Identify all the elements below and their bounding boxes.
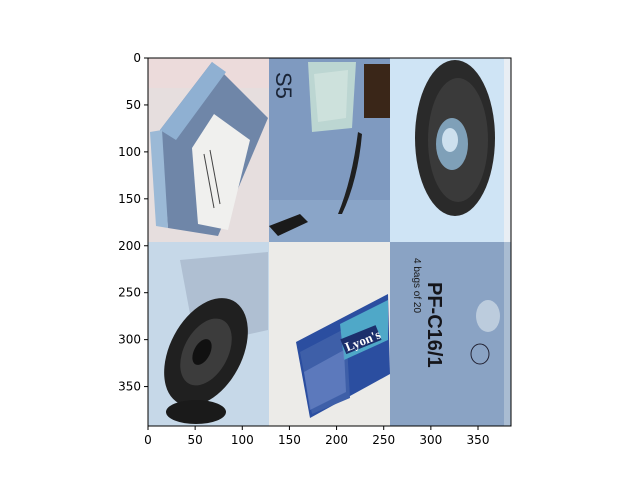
tile-text-bag-count: 4 bags of 20 [411,258,422,313]
y-tick-label: 50 [126,98,141,112]
y-tick-label: 100 [118,145,141,159]
y-axis: 0 50 100 150 200 250 300 350 [118,51,148,394]
x-tick-label: 150 [278,433,301,447]
y-tick-label: 300 [118,333,141,347]
axes-frame [147,57,512,427]
tile-lyons-packet: Lyon's [269,242,390,426]
tile-text-s5: S5 [271,72,296,99]
y-tick-label: 150 [118,192,141,206]
y-tick-label: 250 [118,286,141,300]
x-tick-label: 0 [144,433,152,447]
tile-black-rubber-object [148,242,269,426]
y-tick-label: 0 [133,51,141,65]
x-tick-label: 250 [372,433,395,447]
tile-text-product-code: PF-C16/1 [423,282,445,368]
image-grid: S5 Lyon's [148,58,511,426]
x-tick-label: 200 [325,433,348,447]
x-tick-label: 50 [188,433,203,447]
x-tick-label: 350 [467,433,490,447]
x-axis: 0 50 100 150 200 250 300 350 [144,426,489,447]
tile-round-lens [390,58,511,242]
x-tick-label: 300 [419,433,442,447]
y-tick-label: 350 [118,380,141,394]
tile-plastic-bag: S5 [269,58,390,242]
tile-blue-cardboard-box [148,58,269,242]
tile-blue-packaging-label: 4 bags of 20 PF-C16/1 [390,242,511,426]
y-tick-label: 200 [118,239,141,253]
x-tick-label: 100 [231,433,254,447]
